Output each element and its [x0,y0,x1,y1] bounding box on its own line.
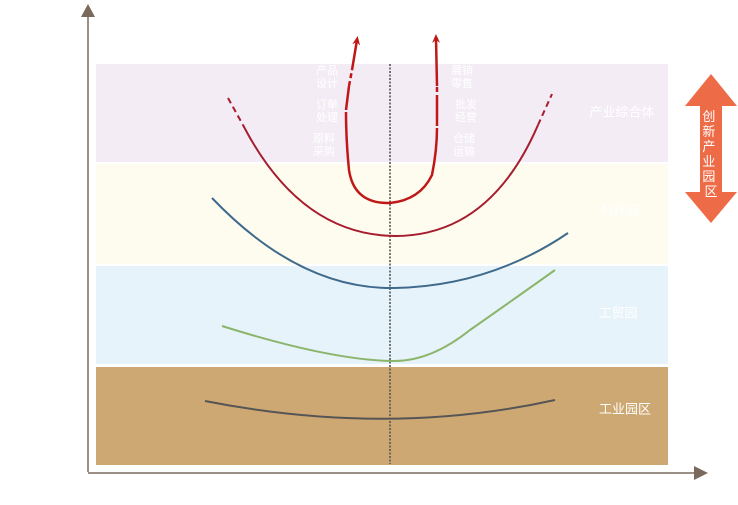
y-axis-arrow-icon [81,4,95,17]
band-industrial-zone [96,367,668,465]
curve-industrial-complex [242,124,539,238]
flow-label-order-processing: 订单处理 [316,98,338,124]
curve-industrial-park [221,269,556,363]
flow-label-product-design: 产品设计 [316,63,338,90]
curve-tech-park [211,197,569,290]
value-chain-left-arrow [344,40,357,111]
flow-label-exhibition-retail: 展销零售 [451,63,473,90]
band-label-industrial-complex: 产业综合体 [589,106,654,121]
value-chain-left-dash [347,69,354,87]
double-arrow-icon [685,74,737,223]
band-tech-park [96,164,668,264]
curve-industrial-zone [204,399,556,420]
band-industrial-park [96,266,668,364]
flow-label-raw-material-purchase: 原料采购 [313,131,335,158]
curve-industrial-complex-dashed-right [537,93,553,126]
flow-label-wholesale: 批发经营 [455,97,477,124]
flow-label-warehouse-transport: 仓储运输 [453,131,475,158]
value-chain-u-curve [344,111,439,205]
band-label-industrial-zone: 工业园区 [599,403,651,418]
curve-industrial-complex-dashed-left [227,97,244,126]
x-axis-arrow-icon [694,466,708,480]
side-arrow-label: 创 新 产 业 园 区 [702,110,719,200]
band-industrial-complex [96,64,668,162]
value-chain-right-arrow [436,38,437,126]
band-label-industrial-park: 工贸园 [598,307,637,322]
band-label-tech-park: 科技园 [600,204,639,219]
